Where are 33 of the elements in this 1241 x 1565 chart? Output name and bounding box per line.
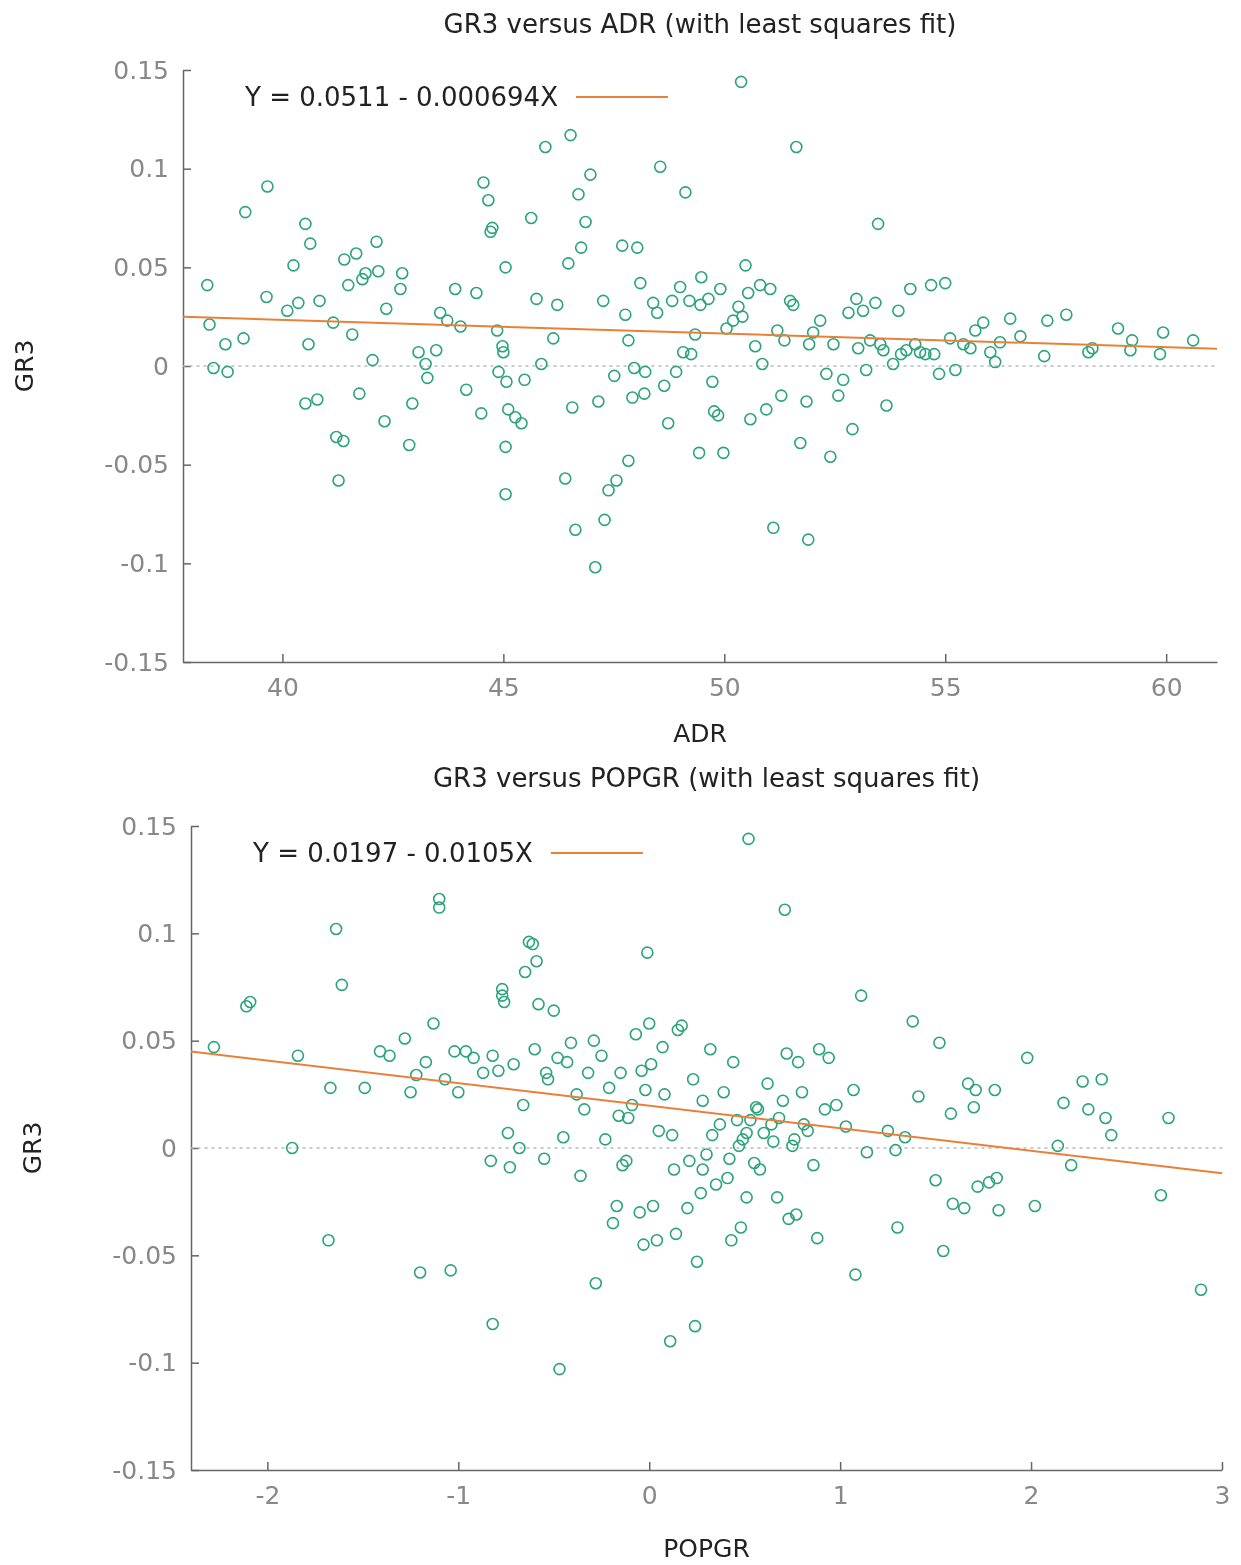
- y-tick-label: 0.05: [121, 1026, 177, 1056]
- y-tick-label: -0.05: [104, 450, 169, 480]
- legend-label: Y = 0.0197 - 0.0105X: [252, 838, 533, 868]
- x-tick-label: -1: [446, 1480, 472, 1510]
- y-axis-title: GR3: [18, 1121, 47, 1175]
- x-tick-label: 0: [641, 1480, 658, 1510]
- legend-label: Y = 0.0511 - 0.000694X: [244, 82, 558, 112]
- x-tick-label: 55: [929, 672, 962, 702]
- y-tick-label: 0.1: [137, 918, 177, 948]
- y-tick-label: -0.15: [104, 647, 169, 677]
- y-tick-label: 0: [153, 351, 169, 381]
- x-tick-label: 40: [267, 672, 299, 702]
- x-axis-title: POPGR: [663, 1534, 750, 1563]
- y-tick-label: -0.15: [112, 1455, 177, 1485]
- y-tick-label: 0.15: [121, 811, 177, 841]
- y-axis-title: GR3: [10, 339, 39, 393]
- y-tick-label: 0.1: [129, 154, 169, 184]
- x-tick-label: 3: [1214, 1480, 1231, 1510]
- x-tick-label: -2: [255, 1480, 281, 1510]
- x-tick-label: 45: [487, 672, 520, 702]
- chart-title: GR3 versus POPGR (with least squares fit): [432, 763, 981, 793]
- y-tick-label: -0.1: [120, 548, 169, 578]
- y-tick-label: 0: [161, 1133, 177, 1163]
- x-tick-label: 50: [708, 672, 741, 702]
- x-axis-title: ADR: [673, 719, 727, 748]
- y-tick-label: 0.05: [113, 252, 169, 282]
- x-tick-label: 2: [1023, 1480, 1040, 1510]
- y-tick-label: -0.1: [128, 1348, 177, 1378]
- y-tick-label: -0.05: [112, 1240, 177, 1270]
- chart-title: GR3 versus ADR (with least squares fit): [443, 9, 957, 39]
- y-tick-label: 0.15: [113, 55, 169, 85]
- x-tick-label: 1: [832, 1480, 849, 1510]
- x-tick-label: 60: [1150, 672, 1183, 702]
